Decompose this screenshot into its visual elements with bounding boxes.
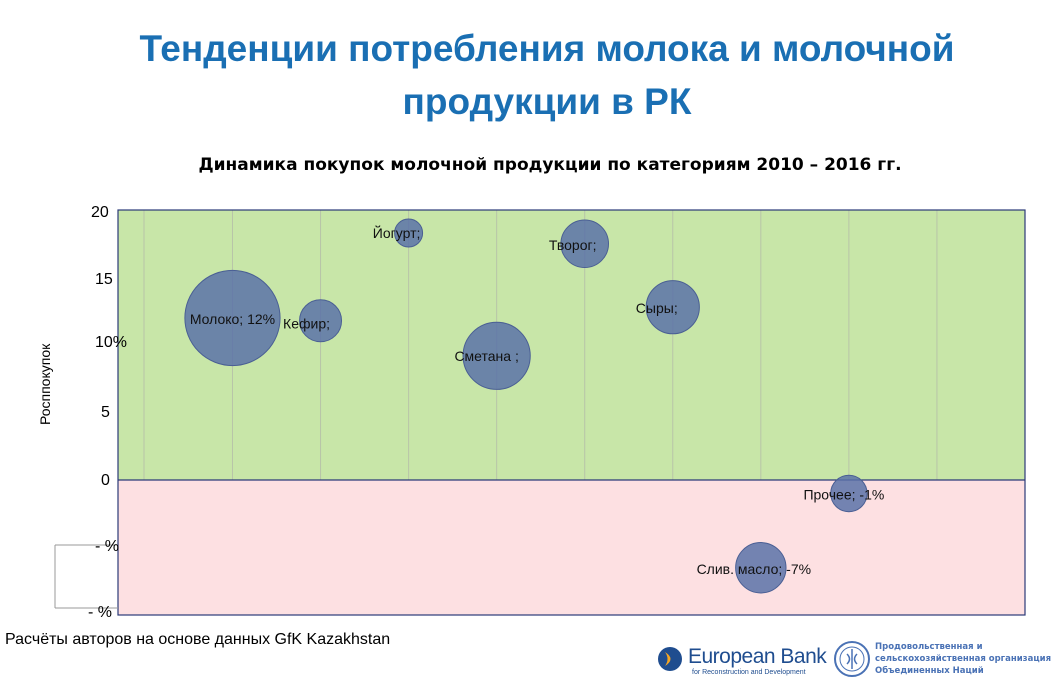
y-tick-label: 20 [91, 204, 109, 221]
ebrd-subtitle: for Reconstruction and Development [692, 669, 806, 676]
negative-zone [118, 480, 1025, 615]
bubble-label: Кефир; [283, 316, 330, 332]
bubble [299, 299, 343, 343]
bubble [394, 218, 424, 248]
fao-name-line3: Объединенных Наций [875, 666, 984, 676]
plot-frame [117, 209, 1026, 616]
y-tick-label: 5 [101, 404, 110, 421]
fao-emblem-icon [834, 641, 870, 677]
y-tick-label: - % [88, 604, 112, 621]
bubble [184, 269, 281, 367]
fao-logo: Продовольственная и сельскохозяйственная… [833, 640, 1051, 683]
bubble [830, 474, 868, 513]
bubble [645, 280, 700, 335]
bubble [735, 542, 787, 594]
bubble-label: Сметана ; [454, 348, 518, 364]
bubble-label: Слив. масло; -7% [697, 561, 812, 577]
y-tick-label: 0 [101, 472, 110, 489]
source-note: Расчёты авторов на основе данных GfK Kaz… [5, 631, 391, 648]
bubble-label: Йогурт; [373, 224, 421, 241]
slide-title: Тенденции потребления молока и молочной … [40, 22, 1054, 128]
bubble [560, 219, 610, 269]
fao-name-line1: Продовольственная и [875, 642, 983, 652]
fao-name-line2: сельскохозяйственная организация [875, 654, 1052, 664]
ebrd-logo: European Bank for Reconstruction and Dev… [656, 645, 827, 680]
slide-title-line1: Тенденции потребления молока и молочной [139, 28, 955, 69]
ebrd-emblem-icon [658, 647, 682, 671]
chart-title: Динамика покупок молочной продукции по к… [198, 155, 902, 175]
bubble-label: Сыры; [636, 300, 678, 316]
bubble-label: Творог; [549, 237, 597, 253]
y-tick-label: 10% [95, 334, 127, 351]
bubble-label: Молоко; 12% [190, 311, 275, 327]
y-tick-label: 15 [95, 271, 113, 288]
ebrd-name: European Bank [688, 645, 827, 668]
y-tick-label: - % [95, 538, 119, 555]
bubble [462, 321, 531, 390]
slide-title-line2: продукции в РК [402, 81, 692, 122]
bubble-label: Прочее; -1% [803, 487, 884, 503]
y-axis-label: Росппокупок [37, 343, 53, 425]
